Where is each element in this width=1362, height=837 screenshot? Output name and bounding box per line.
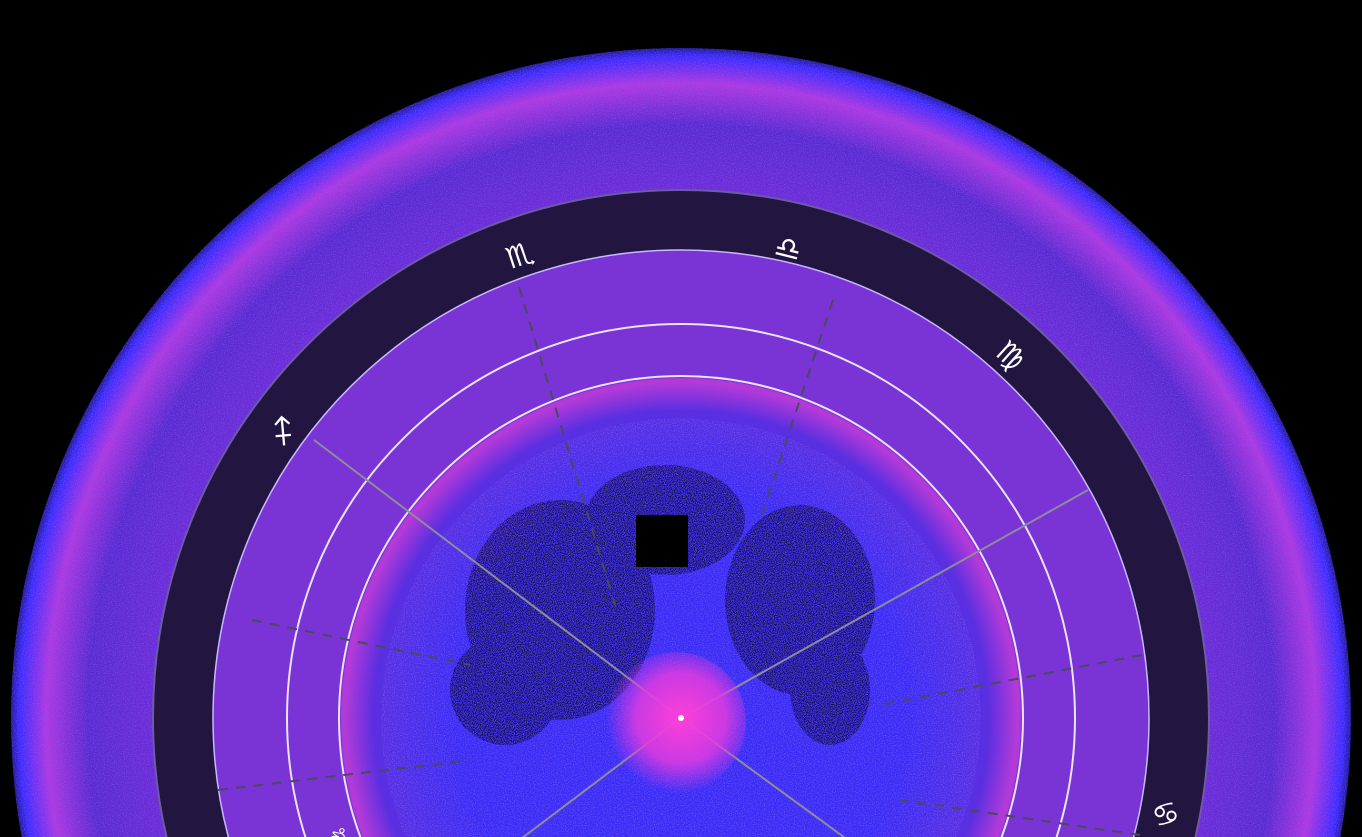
core-shadow-blotches — [450, 465, 875, 745]
ring-aspect-outer — [286, 323, 1076, 837]
house-line-dashed-4 — [879, 654, 1143, 706]
house-line-dashed-2 — [759, 299, 834, 521]
center-spark — [606, 652, 746, 792]
house-line-solid-1 — [313, 439, 682, 719]
house-lines-dashed — [217, 286, 1143, 836]
house-line-dashed-5 — [217, 759, 471, 791]
ring-aspect-inner — [338, 375, 1024, 837]
core-void-square — [636, 515, 688, 567]
house-line-solid-2 — [680, 489, 1089, 719]
center-point — [678, 715, 684, 721]
house-line-dashed-1 — [518, 286, 616, 606]
house-line-dashed-6 — [899, 799, 1141, 836]
house-line-dashed-3 — [251, 619, 471, 666]
